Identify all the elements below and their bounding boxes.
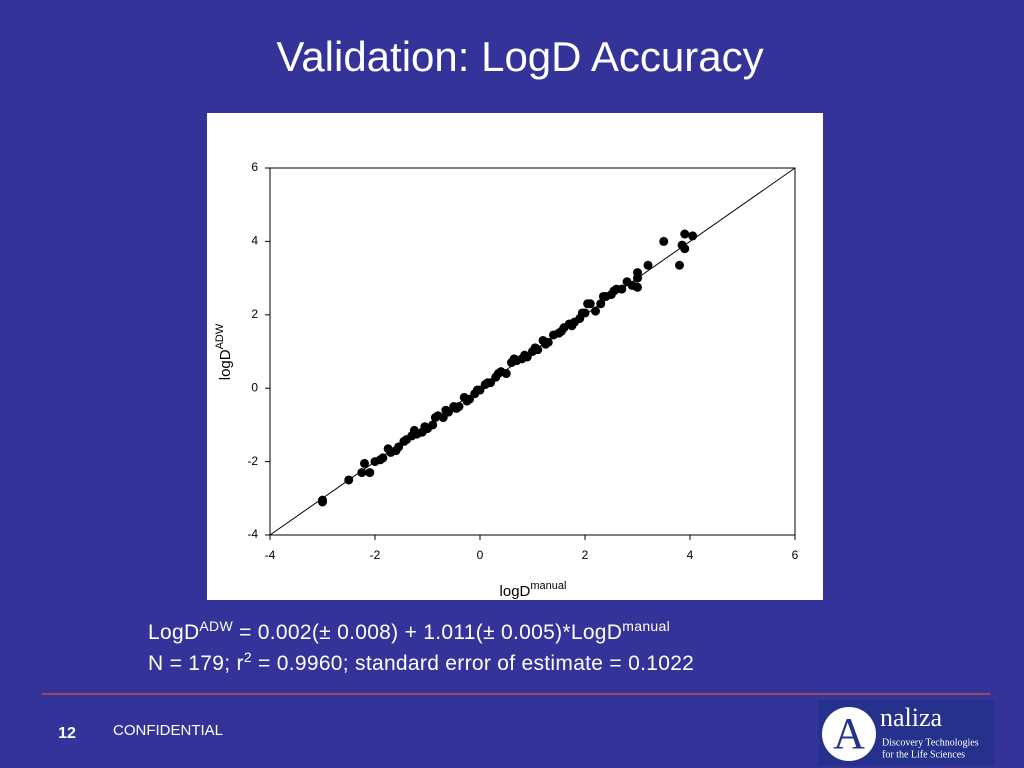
- data-point: [617, 284, 627, 294]
- data-point: [543, 337, 553, 347]
- eq-lhs: LogD: [148, 621, 200, 644]
- slide-title: Validation: LogD Accuracy: [276, 33, 763, 80]
- x-tick-label: 4: [687, 548, 694, 562]
- x-tick-label: -2: [370, 548, 381, 562]
- data-point: [688, 231, 698, 241]
- logo-name: naliza: [880, 703, 943, 732]
- y-tick-label: -4: [247, 527, 258, 541]
- x-tick-label: 2: [582, 548, 589, 562]
- equation: LogDADW = 0.002(± 0.008) + 1.011(± 0.005…: [148, 617, 838, 648]
- x-tick-label: -4: [265, 548, 276, 562]
- eq-rhs: = 0.002(± 0.008) + 1.011(± 0.005)*LogD: [239, 621, 623, 644]
- statistics: N = 179; r2 = 0.9960; standard error of …: [148, 648, 838, 679]
- data-point: [643, 260, 653, 270]
- data-point: [633, 282, 642, 292]
- data-point: [533, 345, 543, 355]
- logo-initial: A: [833, 709, 865, 758]
- x-tick-label: 6: [792, 548, 799, 562]
- stats-post: = 0.9960; standard error of estimate = 0…: [258, 652, 695, 675]
- x-tick-label: 0: [477, 548, 484, 562]
- data-point: [591, 306, 600, 316]
- y-tick-label: 6: [251, 160, 258, 174]
- logo-circle: [822, 707, 876, 761]
- data-point: [360, 458, 369, 468]
- data-point: [365, 468, 375, 478]
- data-point: [659, 236, 669, 246]
- logo-tagline: for the Life Sciences: [882, 749, 965, 760]
- data-point: [428, 420, 438, 430]
- data-point: [633, 268, 642, 278]
- y-tick-label: 0: [251, 380, 258, 394]
- data-point: [318, 497, 327, 507]
- data-point: [344, 475, 354, 485]
- data-point: [585, 299, 595, 309]
- stats-sup: 2: [243, 649, 252, 665]
- y-label-sup: ADW: [214, 323, 226, 349]
- page-number: 12: [58, 725, 76, 742]
- eq-lhs-sup: ADW: [199, 618, 233, 634]
- y-tick-label: 2: [251, 307, 258, 321]
- y-axis-label: logDADW: [214, 323, 234, 380]
- x-label-main: logD: [500, 583, 531, 600]
- x-axis-label: logDmanual: [500, 580, 567, 600]
- data-point: [596, 299, 606, 309]
- x-label-sup: manual: [530, 580, 566, 592]
- data-point: [378, 453, 388, 463]
- data-point: [580, 308, 590, 318]
- regression-text: LogDADW = 0.002(± 0.008) + 1.011(± 0.005…: [148, 617, 838, 679]
- data-point: [675, 260, 684, 270]
- data-point: [357, 468, 367, 478]
- plot-frame: [269, 167, 796, 536]
- eq-rhs-sup: manual: [622, 618, 670, 634]
- y-tick-label: -2: [247, 454, 258, 468]
- data-point: [680, 244, 690, 254]
- data-point: [501, 369, 511, 379]
- logo-tagline: Discovery Technologies: [882, 737, 979, 748]
- stats-pre: N = 179; r: [148, 652, 244, 675]
- footer-label: CONFIDENTIAL: [113, 722, 223, 739]
- data-point: [680, 229, 690, 239]
- y-tick-label: 4: [251, 234, 258, 248]
- y-label-main: logD: [217, 349, 234, 380]
- data-point: [454, 402, 464, 412]
